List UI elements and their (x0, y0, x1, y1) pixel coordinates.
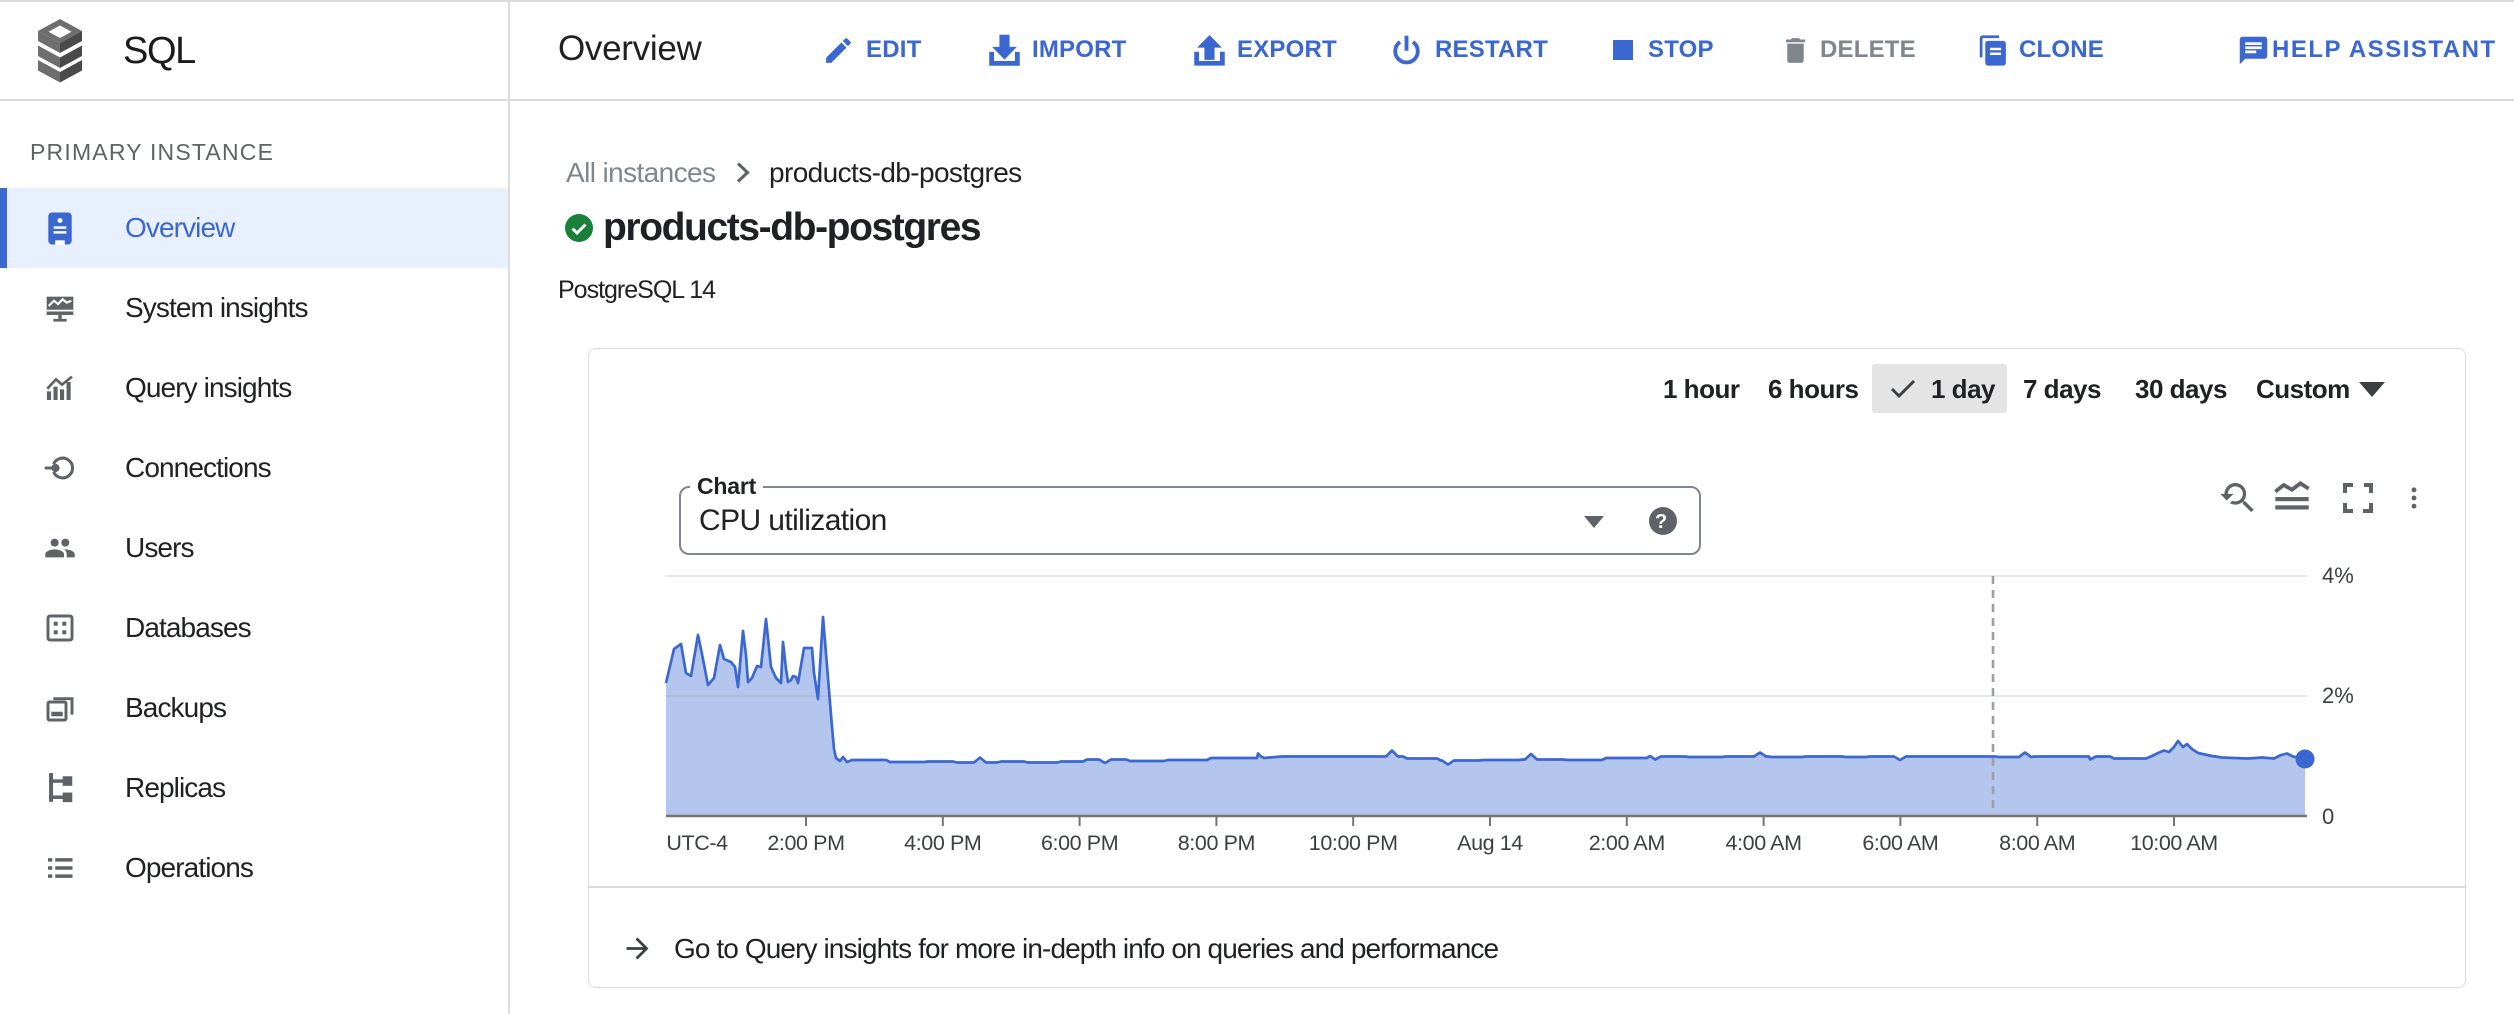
svg-text:10:00 PM: 10:00 PM (1309, 831, 1398, 855)
svg-text:4:00 AM: 4:00 AM (1726, 831, 1802, 855)
svg-text:4:00 PM: 4:00 PM (904, 831, 981, 855)
svg-text:8:00 PM: 8:00 PM (1178, 831, 1255, 855)
svg-text:Aug 14: Aug 14 (1457, 831, 1523, 855)
svg-text:2:00 PM: 2:00 PM (767, 831, 844, 855)
svg-text:0: 0 (2322, 804, 2334, 829)
svg-text:2%: 2% (2322, 683, 2354, 708)
svg-text:UTC-4: UTC-4 (666, 831, 728, 855)
svg-text:2:00 AM: 2:00 AM (1589, 831, 1665, 855)
svg-text:10:00 AM: 10:00 AM (2130, 831, 2218, 855)
svg-text:4%: 4% (2322, 563, 2354, 588)
svg-text:6:00 PM: 6:00 PM (1041, 831, 1118, 855)
svg-text:8:00 AM: 8:00 AM (1999, 831, 2075, 855)
svg-text:6:00 AM: 6:00 AM (1862, 831, 1938, 855)
